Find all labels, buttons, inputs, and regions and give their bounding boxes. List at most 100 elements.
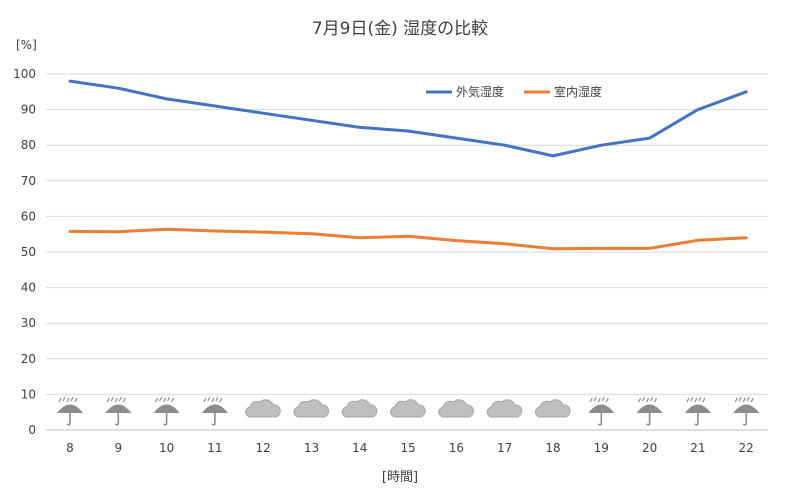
umbrella-canopy [153,404,180,413]
cloud-icon [293,399,330,418]
umbrella-rain-icon [684,396,711,426]
rain-drop [167,396,171,402]
series-line-2 [68,227,748,251]
y-tick-label: 10 [21,387,36,401]
cloud-shape [293,399,330,418]
y-tick-label: 70 [21,174,36,188]
rain-drop [70,396,74,402]
x-tick-label: 17 [497,441,512,455]
umbrella-rain-icon [105,396,132,426]
x-tick-label: 19 [594,441,609,455]
x-tick-label: 9 [114,441,122,455]
rain-drop [738,396,742,402]
umbrella-handle [742,412,747,426]
umbrella-rain-icon [57,396,83,426]
x-tick-label: 21 [690,441,705,455]
rain-drop [219,397,223,403]
umbrella-handle [597,412,603,426]
y-tick-label: 20 [21,352,36,366]
umbrella-handle [694,412,699,426]
rain-drop [694,397,698,403]
cloud-shape [486,399,523,418]
rain-drop [155,397,159,403]
rain-drop [642,396,646,402]
x-tick-label: 22 [739,441,754,455]
cloud-shape [390,399,426,418]
y-tick-label: 80 [21,138,36,152]
umbrella-rain-icon [636,396,663,426]
umbrella-handle [211,412,216,426]
rain-drop [601,396,605,402]
rain-drop [597,397,601,403]
y-tick-label: 40 [21,281,36,295]
umbrella-rain-icon [153,396,180,426]
rain-drop [62,396,66,402]
umbrella-handle [163,412,168,426]
x-tick-label: 15 [400,441,415,455]
x-tick-label: 11 [207,441,222,455]
rain-drop [159,396,163,402]
cloud-icon [341,399,378,418]
rain-drop [702,397,706,403]
y-tick-label: 50 [21,245,36,259]
cloud-icon [438,399,474,418]
umbrella-handle [646,412,651,426]
rain-drop [750,397,754,403]
x-tick-label: 12 [256,441,271,455]
x-tick-label: 14 [352,441,367,455]
umbrella-canopy [636,404,663,413]
umbrella-rain-icon [201,396,228,426]
cloud-shape [245,399,281,418]
rain-drop [734,397,738,403]
y-tick-label: 90 [21,103,36,117]
rain-drop [58,397,62,403]
rain-drop [118,396,122,402]
cloud-icon [245,399,281,418]
y-tick-label: 100 [13,67,36,81]
y-tick-label: 0 [28,423,36,437]
x-tick-label: 16 [449,441,464,455]
umbrella-canopy [201,404,228,413]
rain-drop [605,397,609,403]
rain-drop [589,397,593,403]
cloud-icon [486,399,523,418]
rain-drop [211,397,215,403]
rain-drop [593,396,597,402]
umbrella-canopy [105,404,132,413]
x-axis-label: [時間] [381,470,419,485]
y-axis-unit-label: [%] [16,38,37,52]
legend-label: 外気湿度 [456,84,504,99]
rain-drop [742,397,746,403]
rain-drop [207,396,211,402]
series-line-1 [68,79,748,158]
umbrella-canopy [588,404,615,413]
rain-drop [654,397,658,403]
y-tick-label: 30 [21,316,36,330]
chart-title: 7月9日(金) 湿度の比較 [311,19,489,39]
rain-drop [650,396,654,402]
rain-drop [690,396,694,402]
rain-drop [66,397,70,403]
rain-drop [114,397,118,403]
x-tick-label: 18 [545,441,560,455]
x-tick-label: 20 [642,441,657,455]
cloud-shape [534,399,571,418]
rain-drop [215,396,219,402]
cloud-shape [438,399,474,418]
rain-drop [122,397,126,403]
x-tick-label: 8 [66,441,74,455]
rain-drop [106,397,110,403]
umbrella-rain-icon [588,396,615,426]
umbrella-handle [114,412,120,426]
umbrella-canopy [684,404,711,413]
rain-drop [638,397,642,403]
y-tick-label: 60 [21,209,36,223]
umbrella-rain-icon [733,396,760,426]
rain-drop [203,397,207,403]
cloud-shape [341,399,378,418]
legend-label: 室内湿度 [554,84,602,99]
umbrella-handle [66,412,71,426]
umbrella-canopy [57,404,83,413]
